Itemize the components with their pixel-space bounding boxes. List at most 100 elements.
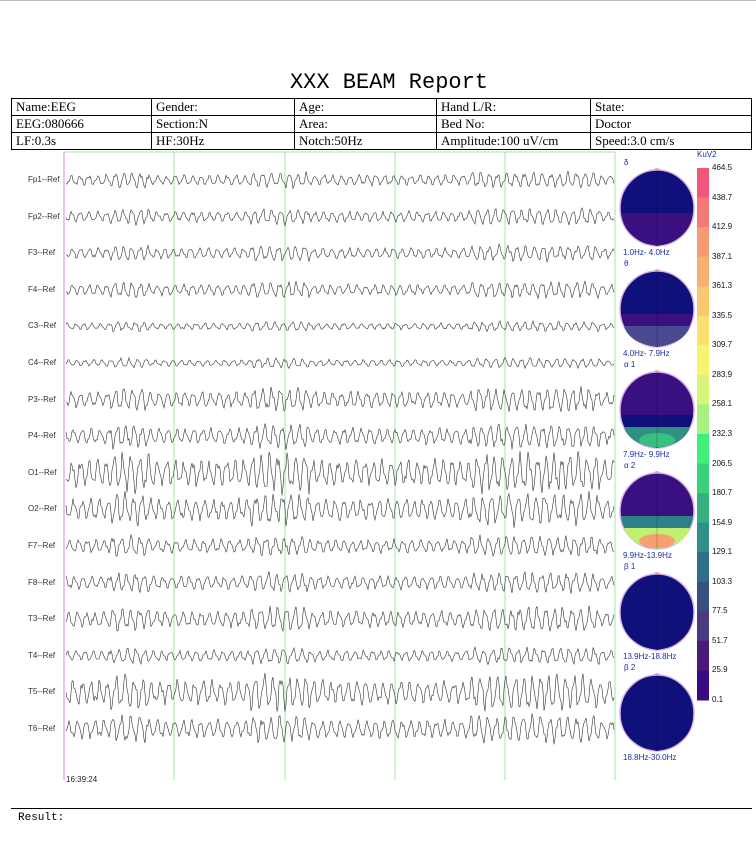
channel-label: T4--Ref [28, 650, 56, 660]
channel-label: F3--Ref [28, 248, 56, 258]
info-cell: Age: [294, 98, 437, 116]
eeg-trace [65, 450, 615, 496]
colorbar-label: 387.1 [712, 251, 733, 261]
colorbar-label: 464.5 [712, 163, 733, 172]
colorbar-label: 0.1 [712, 695, 724, 704]
result-label: Result: [18, 812, 65, 824]
colorbar-segment [697, 197, 709, 228]
info-cell: Hand L/R: [436, 98, 591, 116]
colorbar-label: 180.7 [712, 488, 733, 498]
band-range-label: 7.9Hz- 9.9Hz [623, 450, 670, 459]
eeg-trace [65, 423, 615, 450]
colorbar-label: 258.1 [712, 399, 733, 409]
channel-label: Fp2--Ref [28, 211, 60, 221]
info-row: Name:EEG Gender: Age: Hand L/R: State: [11, 98, 752, 116]
info-cell: HF:30Hz [151, 132, 295, 150]
colorbar-segment [697, 434, 709, 465]
band-symbol: β 2 [624, 663, 636, 672]
colorbar-label: 361.3 [712, 281, 733, 291]
channel-label: O2--Ref [28, 504, 57, 514]
patient-info-table: Name:EEG Gender: Age: Hand L/R: State: EEG:08… [11, 98, 752, 150]
channel-label: T3--Ref [28, 614, 56, 624]
band-range-label: 1.0Hz- 4.0Hz [623, 248, 670, 257]
channel-label: Fp1--Ref [28, 175, 60, 184]
eeg-trace [65, 170, 615, 190]
eeg-trace [65, 713, 615, 745]
eeg-trace [65, 243, 615, 263]
band-symbol: θ [624, 259, 629, 268]
colorbar-label: 77.5 [712, 606, 728, 616]
colorbar-label: 438.7 [712, 192, 733, 202]
info-cell: EEG:080666 [11, 115, 152, 133]
channel-label: C4--Ref [28, 358, 57, 367]
channel-label: F4--Ref [28, 284, 56, 294]
colorbar-label: 51.7 [712, 635, 728, 645]
band-symbol: δ [624, 158, 629, 167]
eeg-trace [65, 605, 615, 633]
time-label: 16:39:24 [66, 775, 98, 784]
result-divider [11, 808, 752, 809]
colorbar-segment [697, 286, 709, 317]
colorbar-segment [697, 522, 709, 553]
info-cell: State: [590, 98, 752, 116]
channel-label: T6--Ref [28, 724, 56, 733]
colorbar-segment [697, 227, 709, 258]
colorbar-segment [697, 552, 709, 583]
report-title: XXX BEAM Report [289, 70, 489, 95]
colorbar-label: 283.9 [712, 369, 733, 379]
band-range-label: 4.0Hz- 7.9Hz [623, 349, 670, 358]
colorbar-unit: KuV2 [697, 150, 717, 159]
eeg-trace [65, 207, 615, 227]
colorbar-label: 206.5 [712, 458, 733, 468]
colorbar-segment [697, 670, 709, 701]
colorbar-segment [697, 611, 709, 642]
band-range-label: 13.9Hz-18.8Hz [623, 652, 677, 661]
colorbar-label: 103.3 [712, 576, 733, 586]
colorbar-label: 154.9 [712, 517, 733, 527]
info-cell: LF:0.3s [11, 132, 152, 150]
colorbar-segment [697, 256, 709, 287]
eeg-trace [65, 280, 615, 300]
band-range-label: 9.9Hz-13.9Hz [623, 551, 672, 560]
band-symbol: α 2 [624, 461, 636, 470]
channel-label: C3--Ref [28, 321, 57, 331]
top-border [0, 0, 756, 1]
band-range-label: 18.8Hz-30.0Hz [623, 753, 677, 762]
eeg-trace [65, 571, 615, 594]
eeg-trace [65, 672, 615, 712]
colorbar-segment [697, 315, 709, 346]
channel-label: F7--Ref [28, 541, 56, 550]
channel-label: P3--Ref [28, 394, 56, 404]
info-row: EEG:080666 Section:N Area: Bed No: Doctor [11, 115, 752, 133]
colorbar-segment [697, 493, 709, 524]
info-cell: Section:N [151, 115, 295, 133]
info-cell: Doctor [590, 115, 752, 133]
colorbar-segment [697, 345, 709, 376]
info-cell: Amplitude:100 uV/cm [436, 132, 591, 150]
band-symbol: α 1 [624, 360, 636, 369]
eeg-trace [65, 356, 615, 370]
band-symbol: β 1 [624, 562, 636, 571]
eeg-trace [65, 646, 615, 666]
info-row: LF:0.3s HF:30Hz Notch:50Hz Amplitude:100 uV… [11, 132, 752, 150]
info-cell: Bed No: [436, 115, 591, 133]
channel-label: O1--Ref [28, 467, 57, 477]
colorbar-label: 309.7 [712, 340, 733, 350]
eeg-trace [65, 534, 615, 557]
colorbar-label: 129.1 [712, 547, 733, 557]
info-cell: Speed:3.0 cm/s [590, 132, 752, 150]
info-cell: Gender: [151, 98, 295, 116]
colorbar-label: 412.9 [712, 222, 733, 232]
eeg-trace [65, 319, 615, 333]
channel-label: T5--Ref [28, 687, 56, 697]
info-cell: Area: [294, 115, 437, 133]
info-cell: Name:EEG [11, 98, 152, 116]
colorbar-segment [697, 168, 709, 199]
colorbar-label: 335.5 [712, 310, 733, 320]
info-cell: Notch:50Hz [294, 132, 437, 150]
colorbar-label: 232.3 [712, 429, 733, 438]
eeg-trace [65, 491, 615, 528]
colorbar-segment [697, 581, 709, 612]
eeg-chart [63, 151, 709, 780]
colorbar-label: 25.9 [712, 665, 728, 675]
